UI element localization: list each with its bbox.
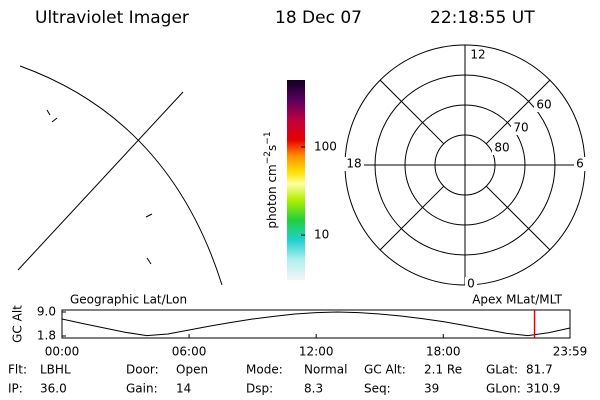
mlt-label: 18 [346, 157, 361, 171]
time: 22:18:55 UT [430, 8, 535, 28]
mlt-label: 0 [467, 277, 475, 291]
field-label: GC Alt: [364, 363, 406, 377]
unit-exp: −1 [263, 131, 273, 144]
mlt-label: 12 [470, 48, 485, 62]
x-tick-label: 12:00 [299, 345, 334, 359]
lat-label: 80 [494, 141, 509, 155]
field-label: IP: [8, 382, 23, 396]
x-tick-label: 23:59 [553, 345, 588, 359]
colorbar-tick-label: 100 [314, 139, 337, 153]
y-tick-label: 9.0 [37, 305, 56, 319]
spokes [345, 45, 585, 285]
field-label: GLat: [486, 363, 518, 377]
unit: photon cm [265, 164, 279, 228]
field-value: 36.0 [40, 382, 67, 396]
polar-plot: 12 18 6 0 80 70 60 [344, 44, 586, 291]
field-value: 2.1 Re [424, 363, 462, 377]
lat-label: 70 [513, 121, 528, 135]
earth-limb [19, 65, 223, 286]
x-tick-label: 06:00 [172, 345, 207, 359]
unit: s [265, 145, 279, 151]
title: Ultraviolet Imager [35, 8, 189, 28]
field-label: Gain: [126, 382, 158, 396]
lat-label: 60 [536, 98, 551, 112]
field-value: 81.7 [526, 363, 553, 377]
plot-label: Apex MLat/MLT [472, 293, 562, 307]
y-tick-label: 1.8 [37, 329, 56, 343]
x-tick-label: 18:00 [426, 345, 461, 359]
colorbar-tick-label: 10 [314, 228, 329, 242]
field-value: Open [176, 363, 208, 377]
colorbar [287, 80, 305, 280]
grid-marks [46, 109, 153, 265]
field-value: LBHL [40, 363, 71, 377]
altitude-line [61, 311, 571, 337]
unit-exp: −2 [263, 151, 273, 164]
x-tick-label: 00:00 [45, 345, 80, 359]
field-value: 14 [176, 382, 191, 396]
date: 18 Dec 07 [275, 8, 362, 28]
field-label: Seq: [364, 382, 391, 396]
field-value: Normal [304, 363, 347, 377]
field-label: Mode: [246, 363, 283, 377]
colorbar-label: photon cm−2s−1 [263, 131, 279, 228]
plot-frame [61, 309, 571, 339]
field-label: GLon: [486, 382, 521, 396]
field-value: 8.3 [304, 382, 323, 396]
field-label: Door: [126, 363, 159, 377]
field-value: 39 [424, 382, 439, 396]
plot-label: Geographic Lat/Lon [70, 293, 187, 307]
field-label: Dsp: [246, 382, 273, 396]
image-panel [17, 65, 223, 286]
y-axis-title: GC Alt [11, 305, 25, 343]
field-value: 310.9 [526, 382, 560, 396]
field-label: Flt: [8, 363, 27, 377]
mlt-label: 6 [576, 157, 584, 171]
terminator [17, 91, 184, 271]
